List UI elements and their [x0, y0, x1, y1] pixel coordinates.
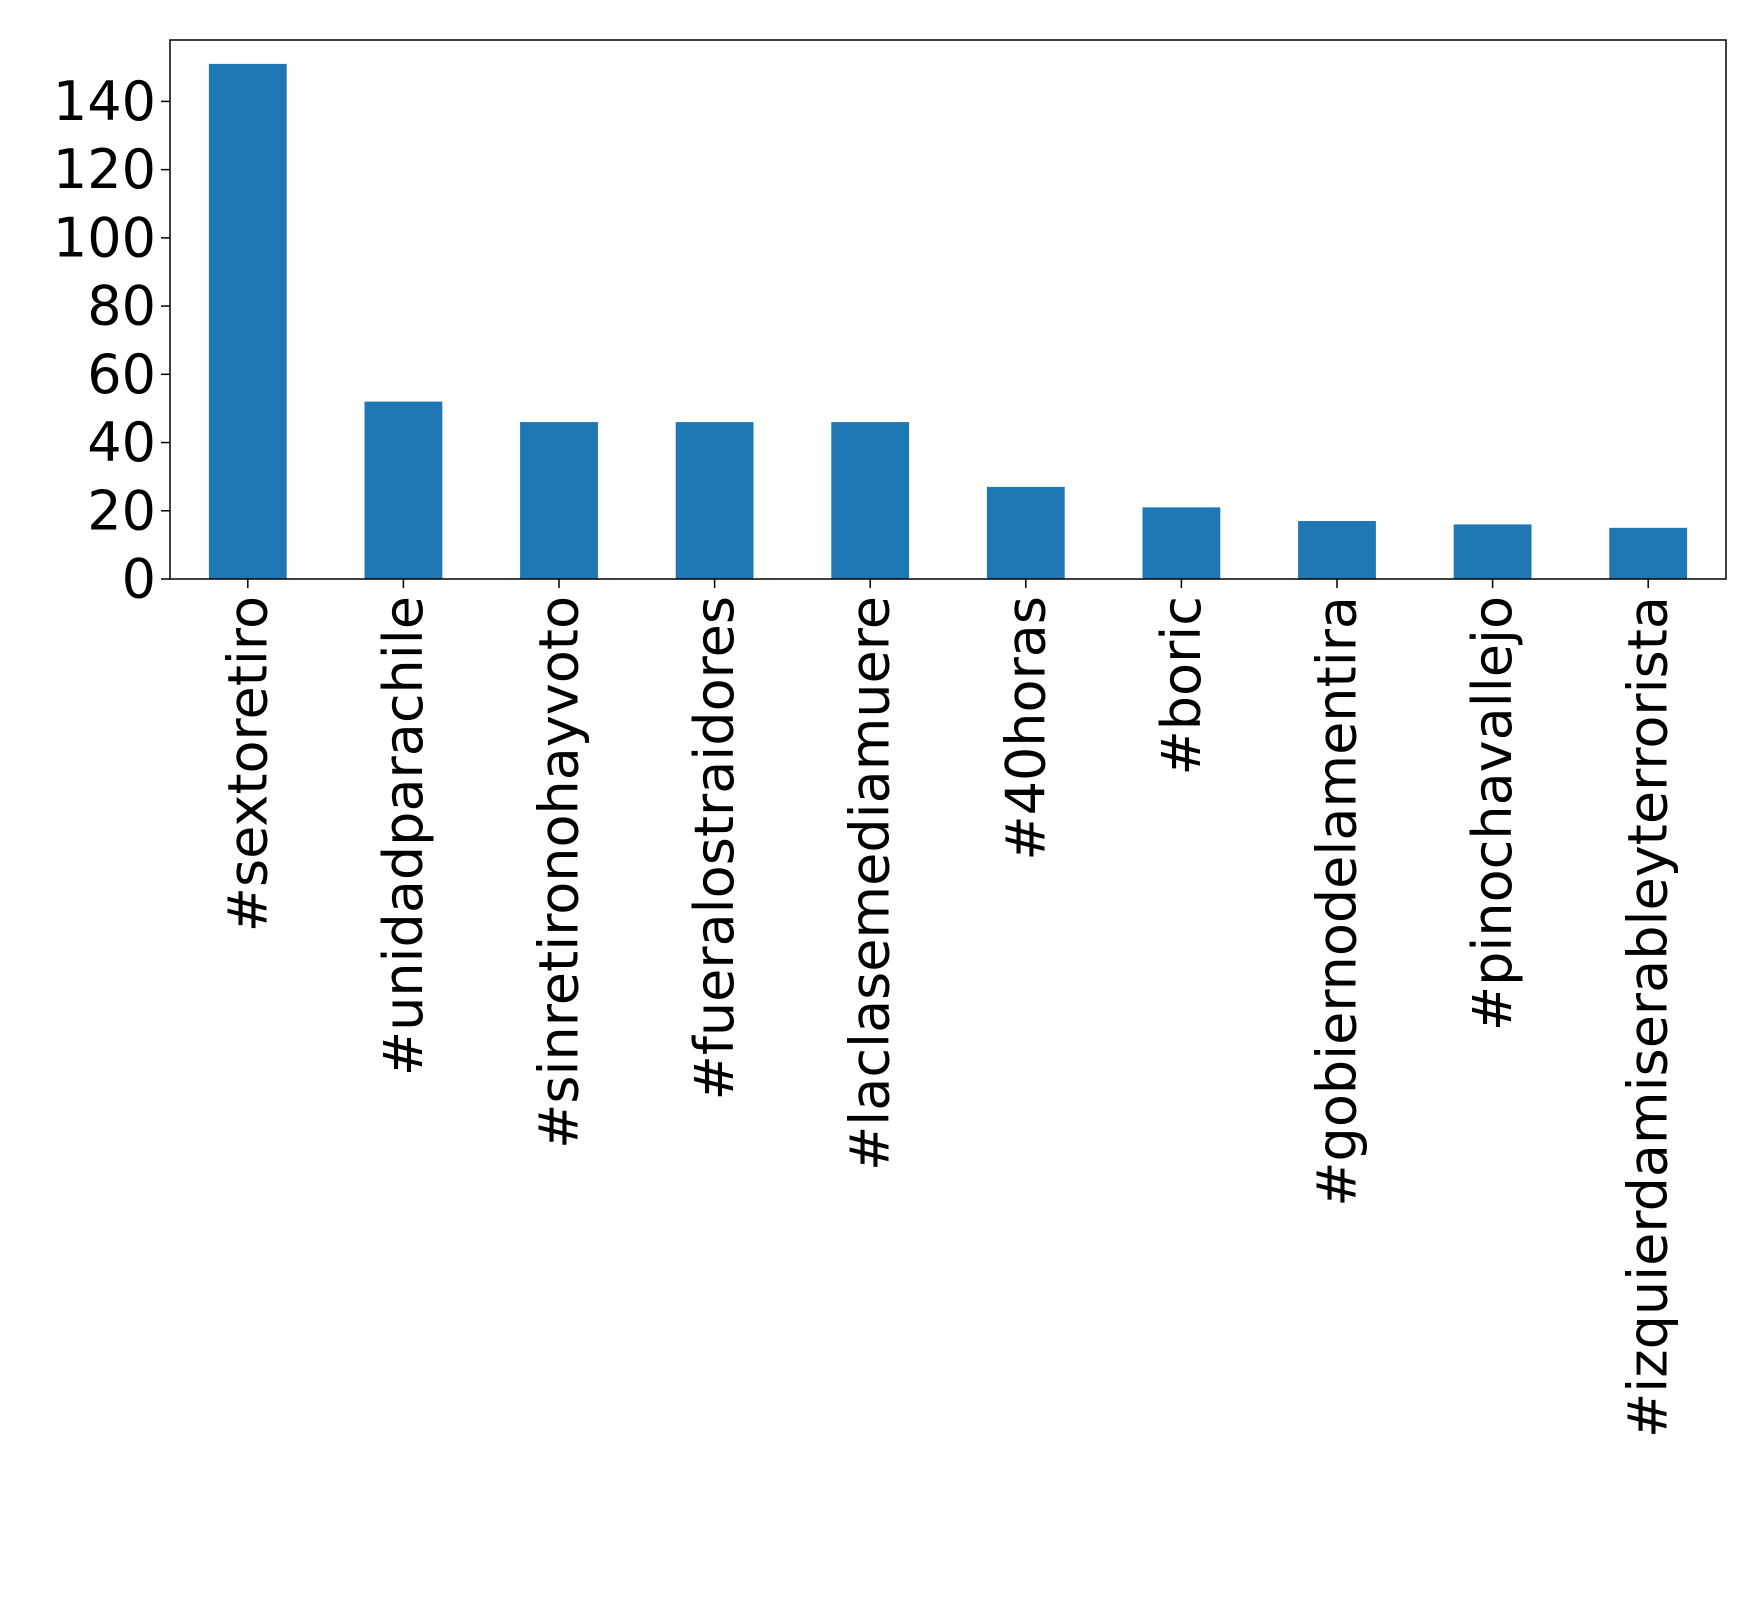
y-tick-label-0: 0: [122, 548, 156, 611]
x-tick-label-3: #fueralostraidores: [683, 596, 746, 1100]
y-tick-label-2: 40: [87, 411, 156, 474]
y-tick-label-6: 120: [53, 138, 156, 201]
bar-0: [208, 63, 287, 579]
x-tick-label-7: #gobiernodelamentira: [1306, 596, 1369, 1207]
x-tick-label-5: #40horas: [994, 596, 1057, 861]
x-tick-label-2: #sinretironohayvoto: [528, 596, 591, 1149]
bar-3: [675, 422, 754, 579]
y-tick-label-5: 100: [53, 206, 156, 269]
bar-7: [1298, 521, 1376, 579]
x-tick-label-0: #sextoretiro: [216, 596, 279, 932]
bar-6: [1142, 507, 1221, 579]
bar-8: [1453, 524, 1532, 579]
y-tick-label-3: 60: [87, 343, 156, 406]
x-tick-label-8: #pinochavallejo: [1461, 596, 1524, 1031]
x-axis: #sextoretiro #unidadparachile #sinretirono…: [216, 579, 1680, 1438]
y-tick-label-1: 20: [87, 479, 156, 542]
bar-1: [364, 401, 443, 579]
y-tick-label-4: 80: [87, 275, 156, 338]
x-tick-label-6: #boric: [1150, 596, 1213, 775]
x-tick-label-4: #laclasemediamuere: [839, 596, 902, 1171]
bar-2: [520, 422, 598, 579]
bar-4: [831, 422, 910, 579]
bar-5: [986, 486, 1065, 579]
bar-9: [1609, 527, 1688, 579]
x-tick-label-9: #izquierdamiserableyterrorista: [1617, 596, 1680, 1438]
x-tick-label-1: #unidadparachile: [372, 596, 435, 1076]
plot-frame: [169, 39, 1727, 580]
bars-group: [208, 63, 1688, 579]
y-tick-label-7: 140: [53, 70, 156, 133]
